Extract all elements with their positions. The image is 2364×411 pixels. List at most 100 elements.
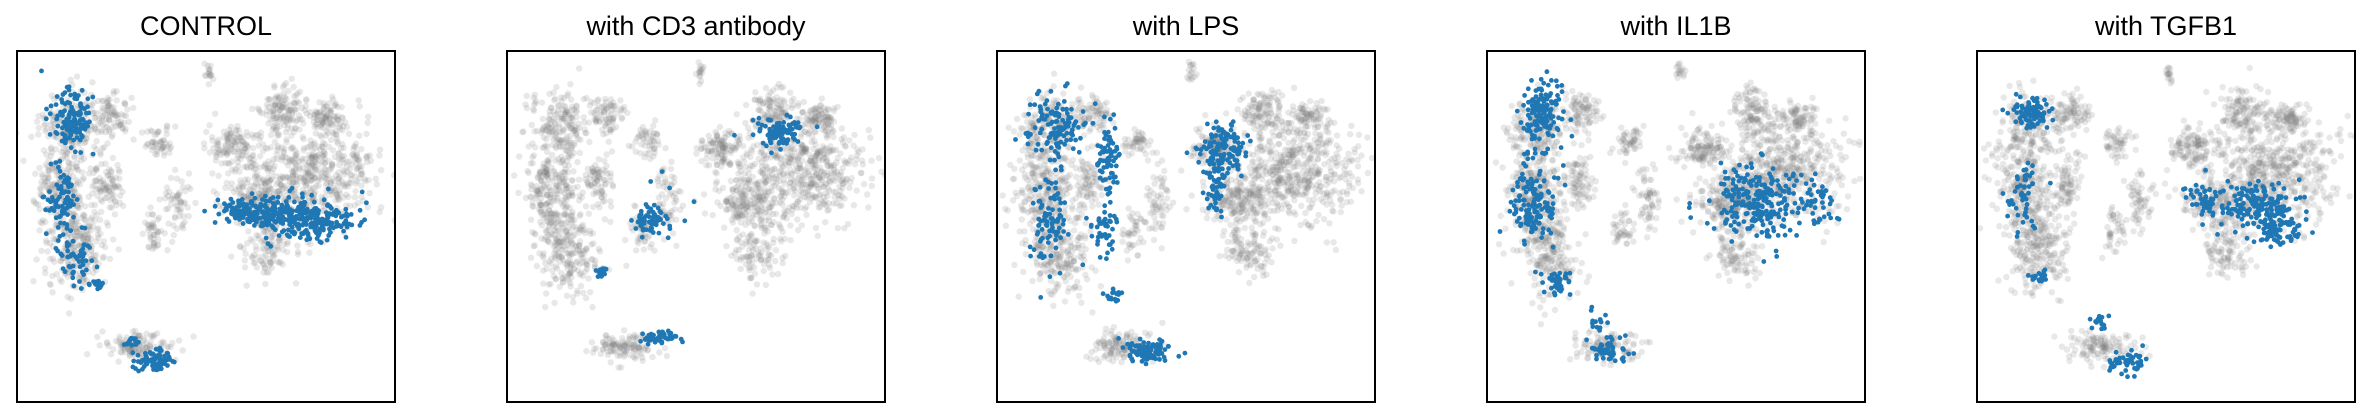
background-point (216, 202, 223, 210)
background-point (269, 115, 277, 122)
background-point (89, 79, 96, 86)
background-point (104, 102, 112, 110)
background-point (559, 143, 567, 150)
background-point (528, 186, 535, 193)
background-point (293, 162, 300, 169)
background-point (179, 347, 186, 354)
background-point (164, 205, 172, 212)
background-point (787, 148, 794, 155)
umap-panel-control: CONTROL (16, 0, 396, 411)
background-point (349, 151, 356, 159)
background-point (325, 124, 332, 131)
highlighted-point (78, 102, 83, 108)
background-point (317, 131, 324, 139)
background-point (215, 136, 222, 143)
highlighted-point (47, 208, 52, 213)
background-point (560, 94, 568, 102)
background-point (253, 264, 260, 271)
background-point (101, 144, 108, 151)
background-point (693, 144, 700, 152)
background-point (325, 158, 332, 165)
background-point (321, 159, 329, 166)
background-point (64, 273, 72, 280)
background-point (556, 184, 563, 191)
highlighted-point (131, 358, 137, 364)
background-point (252, 165, 259, 172)
background-point (227, 184, 235, 192)
background-point (300, 178, 307, 185)
background-point (527, 216, 535, 223)
background-point (277, 181, 285, 189)
background-point (207, 62, 214, 69)
background-point (552, 174, 559, 181)
background-point (244, 142, 251, 150)
background-point (568, 143, 576, 150)
background-point (176, 213, 183, 220)
background-point (573, 113, 580, 121)
background-point (314, 177, 322, 184)
background-point (834, 154, 841, 162)
background-point (303, 167, 310, 174)
background-point (312, 153, 319, 160)
background-point (167, 343, 174, 351)
background-point (291, 159, 298, 167)
background-point (701, 210, 709, 217)
background-point (312, 130, 319, 137)
background-point (77, 230, 84, 238)
background-point (271, 101, 278, 108)
background-point (751, 208, 759, 215)
highlighted-point (66, 242, 72, 248)
background-point (80, 174, 87, 182)
background-point (569, 121, 576, 128)
background-point (327, 178, 334, 186)
highlighted-point (77, 112, 83, 118)
background-point (779, 228, 786, 236)
background-point (49, 289, 56, 296)
background-point (70, 223, 78, 231)
background-point (115, 358, 122, 365)
background-point (547, 209, 554, 217)
background-point (527, 193, 534, 200)
background-point (770, 96, 777, 103)
background-point (583, 129, 590, 137)
highlighted-point (130, 350, 136, 356)
background-point (270, 122, 277, 130)
background-point (340, 159, 348, 167)
background-point (239, 133, 246, 140)
background-point (150, 223, 157, 230)
background-point (572, 130, 580, 137)
background-point (239, 183, 246, 190)
background-point (541, 169, 548, 176)
background-point (788, 97, 795, 105)
background-point (213, 141, 220, 149)
background-point (565, 111, 573, 119)
background-point (273, 188, 281, 195)
background-point (100, 238, 108, 245)
background-point (99, 117, 106, 124)
background-point (538, 129, 545, 136)
background-point (267, 260, 274, 267)
background-point (587, 98, 595, 105)
background-point (157, 138, 164, 145)
background-point (105, 102, 113, 109)
background-point (515, 189, 522, 196)
highlighted-point (143, 361, 149, 367)
background-point (181, 187, 189, 195)
background-point (83, 231, 91, 238)
background-point (263, 107, 271, 115)
background-point (74, 228, 81, 236)
background-point (609, 119, 616, 126)
background-point (30, 199, 38, 206)
background-point (112, 198, 119, 205)
highlighted-point (55, 123, 61, 129)
background-point (233, 126, 240, 134)
background-point (231, 134, 238, 142)
background-point (265, 158, 272, 165)
background-point (563, 120, 571, 127)
background-point (254, 105, 262, 112)
background-point (178, 178, 185, 185)
background-point (560, 126, 568, 134)
background-point (242, 250, 249, 257)
background-point (325, 121, 332, 128)
background-point (99, 185, 106, 192)
